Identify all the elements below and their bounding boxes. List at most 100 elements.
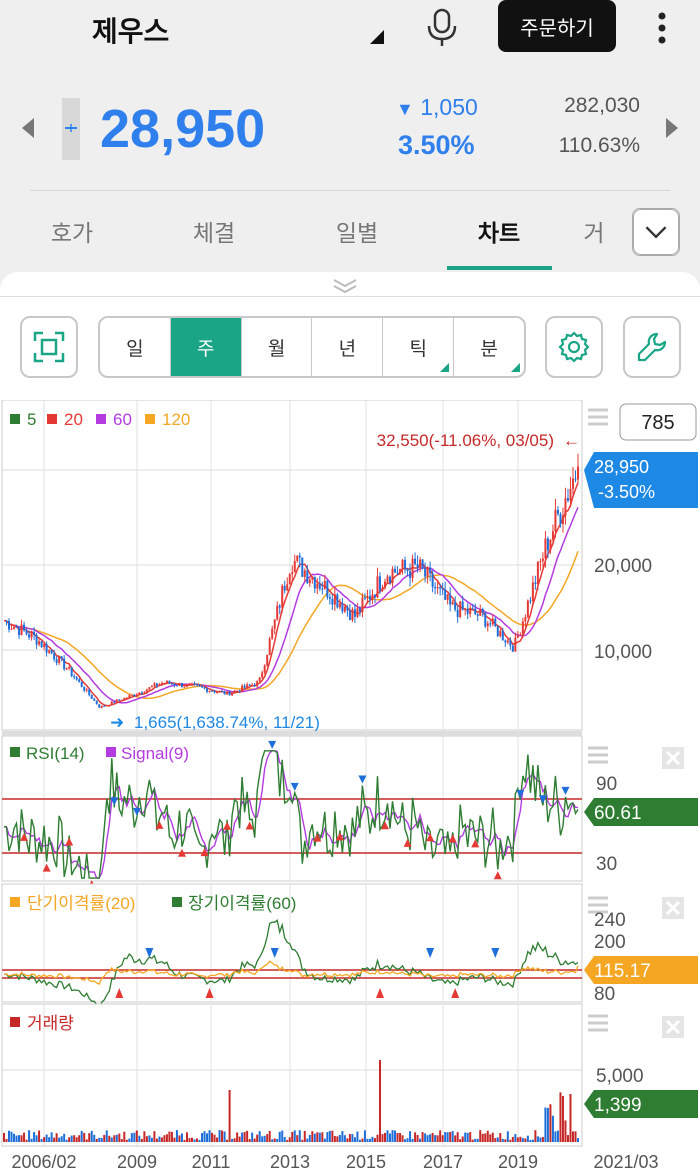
legend-signal: Signal(9) xyxy=(121,744,189,763)
volume-bar xyxy=(278,1131,281,1142)
volume-bar xyxy=(501,1138,504,1142)
caret-icon[interactable] xyxy=(370,30,384,44)
volume-bar xyxy=(38,1130,41,1142)
volume-bar xyxy=(396,1132,399,1142)
volume-bar xyxy=(28,1130,31,1142)
menu-icon[interactable] xyxy=(588,896,608,914)
volume-bar xyxy=(346,1138,349,1142)
buy-arrow-icon xyxy=(493,871,502,880)
tab-execution[interactable]: 체결 xyxy=(192,220,236,246)
candle-body xyxy=(73,676,76,678)
period-day[interactable]: 일 xyxy=(100,318,171,376)
pane-splitter[interactable] xyxy=(2,731,582,736)
candle-body xyxy=(511,645,514,652)
candle-body xyxy=(158,684,161,687)
buy-arrow-icon xyxy=(426,833,435,842)
legend-volume: 거래량 xyxy=(27,1014,74,1033)
settings-button[interactable] xyxy=(545,316,603,378)
menu-icon[interactable] xyxy=(588,746,608,764)
tab-hoga[interactable]: 호가 xyxy=(50,220,94,246)
candle-body xyxy=(514,637,517,652)
volume-bar xyxy=(213,1134,216,1142)
volume-bar xyxy=(411,1138,414,1142)
candle-body xyxy=(268,638,271,655)
volume-bar xyxy=(13,1133,16,1142)
volume-bar xyxy=(496,1137,499,1142)
candle-body xyxy=(476,614,479,616)
period-month[interactable]: 월 xyxy=(242,318,313,376)
volume-bar xyxy=(143,1131,146,1142)
close-icon[interactable] xyxy=(662,1016,684,1038)
volume-bar xyxy=(175,1130,178,1142)
volume-bar xyxy=(291,1131,294,1142)
candle-body xyxy=(70,666,73,677)
close-icon[interactable] xyxy=(662,897,684,919)
period-tick[interactable]: 틱 xyxy=(383,318,455,376)
period-year[interactable]: 년 xyxy=(312,318,384,376)
more-icon[interactable] xyxy=(652,8,672,48)
candle-body xyxy=(469,608,472,614)
candle-body xyxy=(574,478,577,480)
candle-body xyxy=(23,624,26,631)
chart-area[interactable]: 5 20 60 120 32,550(-11.06%, 03/05) ← ➜ 1… xyxy=(0,399,700,1172)
price-axis-20000: 20,000 xyxy=(594,556,652,577)
candle-body xyxy=(348,610,351,621)
volume-bar xyxy=(251,1132,254,1142)
volume-bar xyxy=(193,1139,196,1142)
period-minute[interactable]: 분 xyxy=(454,318,524,376)
volume-bar xyxy=(93,1134,96,1142)
volume-bar xyxy=(218,1130,221,1142)
volume-bar xyxy=(461,1136,464,1142)
volume-bar xyxy=(23,1132,26,1142)
volume-bar xyxy=(53,1137,56,1142)
volume-bar xyxy=(258,1131,261,1142)
chevron-down-icon[interactable] xyxy=(632,208,680,256)
close-icon[interactable] xyxy=(662,747,684,769)
change-percent: 3.50% xyxy=(398,130,475,160)
sell-arrow-icon xyxy=(132,807,141,816)
prev-stock-icon[interactable] xyxy=(22,118,34,138)
legend-ma120: 120 xyxy=(162,410,190,429)
volume-bar xyxy=(431,1132,434,1142)
sell-arrow-icon xyxy=(290,782,299,791)
mic-icon[interactable] xyxy=(424,8,460,48)
menu-icon[interactable] xyxy=(588,1014,608,1032)
collapse-handle-icon[interactable] xyxy=(330,276,360,296)
volume-bar xyxy=(348,1134,351,1142)
menu-icon[interactable] xyxy=(588,408,608,426)
volume-bar xyxy=(383,1132,386,1142)
candle-body xyxy=(231,692,234,696)
volume-bar xyxy=(436,1135,439,1142)
candle-body xyxy=(228,691,231,696)
next-stock-icon[interactable] xyxy=(666,118,678,138)
volume-bar xyxy=(569,1094,572,1142)
count-box[interactable] xyxy=(619,403,697,441)
tab-more[interactable]: 거 xyxy=(583,220,605,246)
fullscreen-button[interactable] xyxy=(20,316,78,378)
wrench-icon xyxy=(637,332,667,362)
stock-name[interactable]: 제우스 xyxy=(92,16,170,47)
volume-bar xyxy=(504,1139,507,1142)
buy-arrow-icon xyxy=(223,821,232,830)
tab-daily[interactable]: 일별 xyxy=(335,220,379,246)
sell-arrow-icon xyxy=(516,789,525,798)
period-week[interactable]: 주 xyxy=(170,318,242,376)
order-button[interactable]: 주문하기 xyxy=(498,0,616,52)
candle-body xyxy=(401,559,404,570)
short-disparity-path xyxy=(4,960,579,985)
x-label: 2015 xyxy=(346,1152,386,1172)
tab-chart[interactable]: 차트 xyxy=(477,220,521,246)
volume-bar xyxy=(110,1137,113,1142)
quote-summary: 28,950 ▼ 1,050 3.50% 282,030 110.63% xyxy=(0,62,700,192)
stock-chart[interactable]: 5 20 60 120 32,550(-11.06%, 03/05) ← ➜ 1… xyxy=(0,399,700,1172)
candle-body xyxy=(311,576,314,580)
volume-bar xyxy=(479,1130,482,1142)
volume-bar xyxy=(391,1130,394,1142)
volume-bar xyxy=(120,1139,123,1142)
candle-body xyxy=(33,631,36,636)
rsi-value-tag xyxy=(584,798,698,826)
candle-body xyxy=(466,608,469,614)
current-price: 28,950 xyxy=(100,99,266,159)
tools-button[interactable] xyxy=(623,316,681,378)
buy-arrow-icon xyxy=(65,837,74,846)
